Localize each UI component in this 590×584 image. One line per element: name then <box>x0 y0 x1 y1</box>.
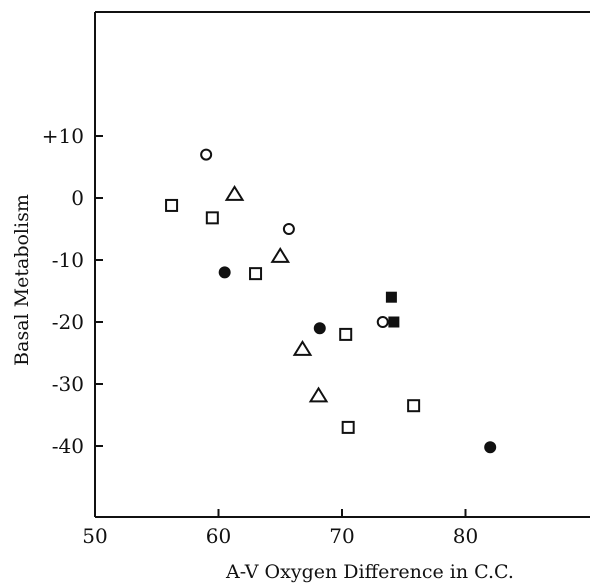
x-tick-label: 80 <box>453 524 478 548</box>
open-triangle-point <box>224 184 245 201</box>
open-square-point <box>407 399 421 413</box>
y-axis-ticks: +10 0 -10 -20 -30 -40 <box>42 124 103 458</box>
open-square-point <box>249 267 263 281</box>
y-tick-label: -10 <box>52 248 84 272</box>
open-circle-point <box>376 316 389 328</box>
open-square-point <box>341 420 355 434</box>
open-square-point <box>205 211 219 225</box>
y-tick-label: -40 <box>52 434 84 458</box>
open-triangle-point <box>292 339 313 356</box>
x-axis-ticks: 50 60 70 80 <box>82 509 478 548</box>
x-tick-label: 60 <box>206 524 231 548</box>
data-points <box>165 148 497 454</box>
open-square-point <box>339 327 353 341</box>
filled-square-point <box>388 316 400 328</box>
open-square-point <box>165 198 179 212</box>
open-circle-point <box>282 223 295 235</box>
filled-circle-point <box>484 441 497 454</box>
open-triangle-point <box>308 386 329 403</box>
open-circle-point <box>200 148 213 161</box>
open-triangle-point <box>270 246 291 263</box>
filled-circle-point <box>218 266 231 279</box>
y-tick-label: -30 <box>52 372 84 396</box>
plot-frame <box>94 11 590 518</box>
y-tick-label: +10 <box>42 124 84 148</box>
filled-circle-point <box>313 322 326 335</box>
x-tick-label: 50 <box>82 524 107 548</box>
y-tick-label: -20 <box>52 310 84 334</box>
x-axis-label: A-V Oxygen Difference in C.C. <box>225 561 514 583</box>
y-axis-label: Basal Metabolism <box>11 194 33 366</box>
x-tick-label: 70 <box>329 524 354 548</box>
y-tick-label: 0 <box>71 186 84 210</box>
filled-square-point <box>385 291 397 303</box>
